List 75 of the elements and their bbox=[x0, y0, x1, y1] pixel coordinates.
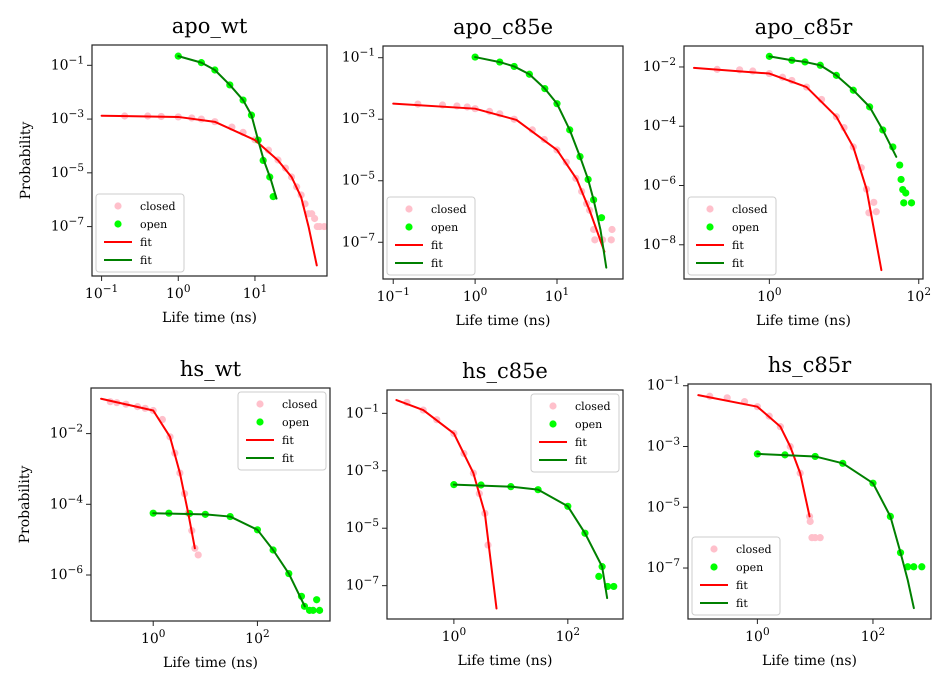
y-tick-label: 10$^{−2}$ bbox=[50, 422, 83, 442]
legend-label: open bbox=[575, 418, 602, 431]
chart-title: hs_wt bbox=[180, 357, 242, 381]
legend-label: fit bbox=[732, 239, 744, 252]
legend-label: fit bbox=[282, 452, 294, 465]
x-axis-title: Life time (ns) bbox=[456, 313, 550, 329]
y-axis-title: Probability bbox=[17, 466, 33, 544]
legend-label: closed bbox=[431, 203, 466, 216]
y-tick-label: 10$^{−3}$ bbox=[50, 108, 84, 128]
x-tick-label: 10$^{2}$ bbox=[245, 628, 270, 647]
x-axis-title: Life time (ns) bbox=[458, 653, 552, 669]
x-tick-label: 10$^{1}$ bbox=[242, 283, 268, 302]
x-tick-label: 10$^{0}$ bbox=[442, 626, 466, 645]
legend-label: closed bbox=[282, 398, 318, 411]
x-tick-label: 10$^{−1}$ bbox=[376, 286, 410, 305]
y-tick-label: 10$^{−6}$ bbox=[50, 564, 84, 584]
legend-label: open bbox=[282, 416, 310, 429]
x-tick-label: 10$^{−1}$ bbox=[84, 283, 118, 302]
y-tick-label: 10$^{−3}$ bbox=[346, 460, 379, 479]
x-axis-title: Life time (ns) bbox=[762, 653, 857, 669]
legend-label: closed bbox=[575, 400, 610, 413]
chart-title: apo_wt bbox=[172, 14, 248, 38]
y-tick-label: 10$^{−5}$ bbox=[342, 170, 375, 189]
legend-label: fit bbox=[431, 239, 444, 252]
y-axis-title: Probability bbox=[18, 122, 34, 200]
legend-label: fit bbox=[736, 579, 748, 592]
y-tick-label: 10$^{−7}$ bbox=[646, 557, 680, 576]
legend-label: closed bbox=[736, 543, 772, 556]
legend-label: fit bbox=[732, 257, 744, 270]
x-tick-label: 10$^{0}$ bbox=[462, 286, 488, 305]
x-axis-title: Life time (ns) bbox=[756, 313, 851, 329]
y-tick-label: 10$^{−7}$ bbox=[346, 574, 379, 594]
legend-label: fit bbox=[431, 257, 444, 270]
y-tick-label: 10$^{−4}$ bbox=[642, 115, 676, 134]
legend-label: open bbox=[736, 561, 764, 574]
y-tick-label: 10$^{−1}$ bbox=[50, 54, 84, 74]
legend-label: closed bbox=[732, 203, 768, 216]
legend-label: open bbox=[140, 218, 168, 231]
x-tick-label: 10$^{1}$ bbox=[544, 286, 570, 305]
y-tick-label: 10$^{−3}$ bbox=[342, 108, 375, 128]
y-tick-label: 10$^{−6}$ bbox=[642, 174, 676, 194]
legend-label: fit bbox=[575, 436, 588, 449]
x-tick-label: 10$^{0}$ bbox=[745, 626, 770, 645]
y-tick-label: 10$^{−5}$ bbox=[346, 517, 379, 536]
y-tick-label: 10$^{−7}$ bbox=[342, 231, 375, 250]
x-tick-label: 10$^{0}$ bbox=[166, 283, 191, 302]
x-tick-label: 10$^{2}$ bbox=[556, 626, 580, 645]
y-tick-label: 10$^{−3}$ bbox=[646, 435, 680, 454]
chart-title: apo_c85e bbox=[452, 15, 554, 39]
y-tick-label: 10$^{−5}$ bbox=[50, 162, 84, 181]
y-tick-label: 10$^{−2}$ bbox=[642, 56, 676, 75]
legend-label: fit bbox=[575, 454, 588, 467]
x-tick-label: 10$^{0}$ bbox=[140, 628, 166, 647]
legend-label: closed bbox=[140, 200, 176, 213]
y-tick-label: 10$^{−1}$ bbox=[342, 46, 375, 66]
x-tick-label: 10$^{2}$ bbox=[906, 286, 932, 305]
legend-label: fit bbox=[282, 434, 294, 447]
y-tick-label: 10$^{−8}$ bbox=[642, 234, 676, 253]
x-tick-label: 10$^{0}$ bbox=[757, 286, 782, 305]
y-tick-label: 10$^{−5}$ bbox=[646, 496, 680, 516]
legend-label: fit bbox=[140, 254, 152, 267]
x-tick-label: 10$^{2}$ bbox=[860, 626, 886, 645]
chart-title: apo_c85r bbox=[754, 15, 854, 39]
chart-title: hs_c85e bbox=[462, 359, 548, 383]
y-tick-label: 10$^{−4}$ bbox=[50, 493, 84, 512]
y-tick-label: 10$^{−1}$ bbox=[646, 374, 680, 394]
chart-title: hs_c85r bbox=[768, 353, 852, 377]
legend-label: fit bbox=[140, 236, 152, 249]
legend-label: open bbox=[732, 221, 760, 234]
y-tick-label: 10$^{−1}$ bbox=[346, 402, 379, 422]
legend-label: fit bbox=[736, 597, 748, 610]
y-tick-label: 10$^{−7}$ bbox=[50, 216, 84, 235]
legend-label: open bbox=[431, 221, 458, 234]
x-axis-title: Life time (ns) bbox=[162, 310, 257, 326]
x-axis-title: Life time (ns) bbox=[163, 655, 258, 671]
